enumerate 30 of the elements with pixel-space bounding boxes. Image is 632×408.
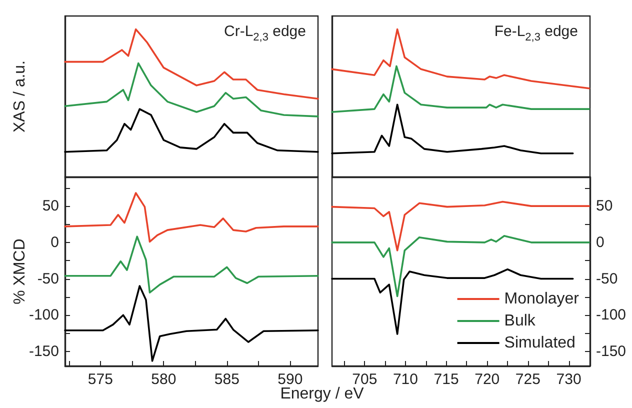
- y2-tick-label: -50: [596, 270, 618, 288]
- y2-tick-label: -100: [596, 306, 626, 324]
- y-axis-title: % XMCD: [12, 238, 28, 304]
- x-tick-label: 725: [515, 371, 540, 388]
- line-series: [64, 192, 319, 243]
- x-tick-label: 580: [151, 371, 176, 388]
- x-tick-label: 575: [88, 371, 113, 388]
- y-tick-label: 0: [50, 234, 59, 251]
- line-series: [331, 200, 590, 252]
- line-series: [64, 236, 319, 294]
- y-axis-title: XAS / a.u.: [12, 60, 28, 133]
- y-tick-label: 50: [42, 198, 59, 215]
- legend-label: Bulk: [504, 312, 536, 330]
- x-tick-label: 720: [474, 371, 500, 388]
- legend-label: Simulated: [504, 334, 576, 352]
- y2-tick-label: 50: [596, 198, 613, 215]
- line-series: [64, 285, 319, 362]
- y2-tick-label: 0: [596, 234, 604, 251]
- y-tick-label: -150: [28, 342, 59, 360]
- x-tick-label: 585: [214, 371, 240, 388]
- x-tick-label: 590: [278, 371, 303, 388]
- y-tick-label: -100: [28, 306, 59, 324]
- x-tick-label: 705: [352, 371, 378, 388]
- x-tick-label: 715: [434, 371, 459, 388]
- y-tick-label: -50: [37, 270, 59, 288]
- x-tick-label: 710: [392, 371, 418, 388]
- y2-tick-label: -150: [596, 342, 626, 360]
- x-tick-label: 730: [556, 371, 582, 388]
- x-axis-title: Energy / eV: [280, 386, 364, 402]
- legend-label: Monolayer: [504, 290, 580, 308]
